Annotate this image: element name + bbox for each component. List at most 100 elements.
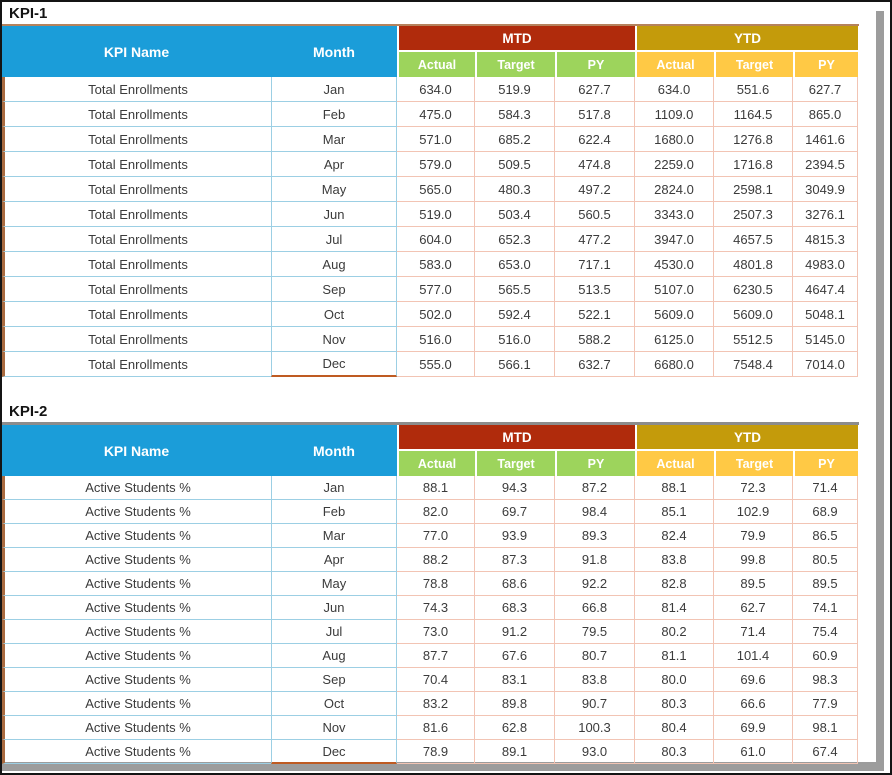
value-cell: 622.4 xyxy=(555,127,635,152)
value-cell: 62.7 xyxy=(714,596,793,620)
title-divider-kpi2 xyxy=(2,422,859,425)
month-cell: Feb xyxy=(271,102,397,127)
value-cell: 80.3 xyxy=(635,740,714,764)
month-header: Month xyxy=(271,425,397,476)
value-cell: 89.1 xyxy=(475,740,555,764)
kpi1-table: KPI Name Month MTD YTD Actual Target PY … xyxy=(2,26,859,377)
value-cell: 579.0 xyxy=(397,152,475,177)
value-cell: 75.4 xyxy=(793,620,858,644)
table-row: Active Students % Jul 73.0 91.2 79.5 80.2 71.4… xyxy=(2,620,859,644)
kpi-name-header: KPI Name xyxy=(2,26,271,77)
value-cell: 865.0 xyxy=(793,102,858,127)
value-cell: 4647.4 xyxy=(793,277,858,302)
value-cell: 69.7 xyxy=(475,500,555,524)
month-cell: Dec xyxy=(271,740,397,764)
value-cell: 80.3 xyxy=(635,692,714,716)
ytd-actual-header: Actual xyxy=(635,451,714,476)
ytd-header: YTD xyxy=(635,26,858,52)
kpi-name-cell: Active Students % xyxy=(2,668,271,692)
value-cell: 565.0 xyxy=(397,177,475,202)
month-cell: Mar xyxy=(271,127,397,152)
value-cell: 4657.5 xyxy=(714,227,793,252)
table-row: Total Enrollments May 565.0 480.3 497.2 2824.… xyxy=(2,177,859,202)
value-cell: 99.8 xyxy=(714,548,793,572)
value-cell: 74.1 xyxy=(793,596,858,620)
month-cell: Dec xyxy=(271,352,397,377)
value-cell: 78.9 xyxy=(397,740,475,764)
mtd-header: MTD xyxy=(397,425,635,451)
ytd-py-header: PY xyxy=(793,52,858,77)
table-row: Active Students % Aug 87.7 67.6 80.7 81.1 101.… xyxy=(2,644,859,668)
value-cell: 653.0 xyxy=(475,252,555,277)
value-cell: 70.4 xyxy=(397,668,475,692)
value-cell: 93.0 xyxy=(555,740,635,764)
month-cell: Sep xyxy=(271,668,397,692)
value-cell: 83.8 xyxy=(555,668,635,692)
section-title-kpi1: KPI-1 xyxy=(9,5,48,22)
kpi-name-cell: Active Students % xyxy=(2,620,271,644)
month-cell: Apr xyxy=(271,152,397,177)
kpi-section-1: KPI-1 KPI Name Month MTD YTD Actual Targ… xyxy=(2,2,890,377)
value-cell: 78.8 xyxy=(397,572,475,596)
kpi1-table-header: KPI Name Month MTD YTD Actual Target PY … xyxy=(2,26,859,77)
value-cell: 66.8 xyxy=(555,596,635,620)
value-cell: 89.3 xyxy=(555,524,635,548)
value-cell: 61.0 xyxy=(714,740,793,764)
value-cell: 83.1 xyxy=(475,668,555,692)
value-cell: 519.9 xyxy=(475,77,555,102)
value-cell: 80.5 xyxy=(793,548,858,572)
month-cell: Oct xyxy=(271,692,397,716)
value-cell: 2394.5 xyxy=(793,152,858,177)
value-cell: 652.3 xyxy=(475,227,555,252)
table-row: Active Students % Mar 77.0 93.9 89.3 82.4 79.9… xyxy=(2,524,859,548)
value-cell: 588.2 xyxy=(555,327,635,352)
value-cell: 516.0 xyxy=(475,327,555,352)
kpi-name-cell: Total Enrollments xyxy=(2,327,271,352)
kpi-name-cell: Active Students % xyxy=(2,692,271,716)
value-cell: 517.8 xyxy=(555,102,635,127)
table-row: Total Enrollments Apr 579.0 509.5 474.8 2259.… xyxy=(2,152,859,177)
value-cell: 81.6 xyxy=(397,716,475,740)
value-cell: 88.1 xyxy=(635,476,714,500)
mtd-header: MTD xyxy=(397,26,635,52)
value-cell: 98.3 xyxy=(793,668,858,692)
value-cell: 634.0 xyxy=(635,77,714,102)
kpi-name-header: KPI Name xyxy=(2,425,271,476)
value-cell: 477.2 xyxy=(555,227,635,252)
month-cell: Oct xyxy=(271,302,397,327)
value-cell: 565.5 xyxy=(475,277,555,302)
value-cell: 3947.0 xyxy=(635,227,714,252)
value-cell: 82.8 xyxy=(635,572,714,596)
kpi-name-cell: Active Students % xyxy=(2,572,271,596)
kpi-name-cell: Active Students % xyxy=(2,596,271,620)
table-row: Active Students % Apr 88.2 87.3 91.8 83.8 99.8… xyxy=(2,548,859,572)
month-cell: May xyxy=(271,177,397,202)
value-cell: 509.5 xyxy=(475,152,555,177)
ytd-target-header: Target xyxy=(714,451,793,476)
kpi-name-cell: Total Enrollments xyxy=(2,102,271,127)
value-cell: 634.0 xyxy=(397,77,475,102)
value-cell: 77.9 xyxy=(793,692,858,716)
kpi-name-cell: Total Enrollments xyxy=(2,77,271,102)
kpi1-table-rows: Total Enrollments Jan 634.0 519.9 627.7 634.0… xyxy=(2,77,859,377)
mtd-py-header: PY xyxy=(555,52,635,77)
month-cell: May xyxy=(271,572,397,596)
table-row: Total Enrollments Oct 502.0 592.4 522.1 5609.… xyxy=(2,302,859,327)
value-cell: 474.8 xyxy=(555,152,635,177)
table-row: Total Enrollments Jan 634.0 519.9 627.7 634.0… xyxy=(2,77,859,102)
value-cell: 80.7 xyxy=(555,644,635,668)
value-cell: 92.2 xyxy=(555,572,635,596)
value-cell: 69.6 xyxy=(714,668,793,692)
value-cell: 7014.0 xyxy=(793,352,858,377)
value-cell: 717.1 xyxy=(555,252,635,277)
table-row: Active Students % Dec 78.9 89.1 93.0 80.3 61.0… xyxy=(2,740,859,764)
value-cell: 3049.9 xyxy=(793,177,858,202)
value-cell: 82.4 xyxy=(635,524,714,548)
value-cell: 81.1 xyxy=(635,644,714,668)
value-cell: 79.5 xyxy=(555,620,635,644)
ytd-py-header: PY xyxy=(793,451,858,476)
value-cell: 91.8 xyxy=(555,548,635,572)
value-cell: 5107.0 xyxy=(635,277,714,302)
table-row: Total Enrollments Jul 604.0 652.3 477.2 3947.… xyxy=(2,227,859,252)
value-cell: 627.7 xyxy=(793,77,858,102)
